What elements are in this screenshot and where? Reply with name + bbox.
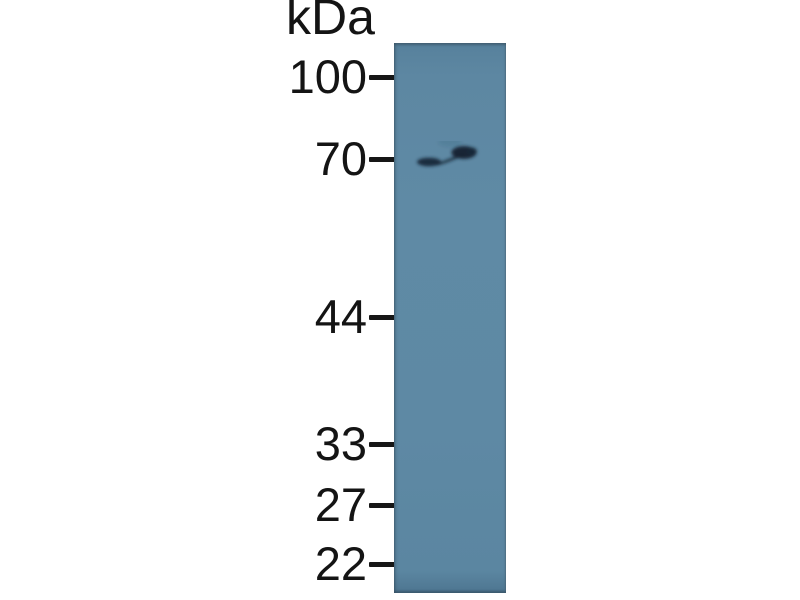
- blot-lane: [394, 43, 506, 593]
- marker-tick-icon: [369, 502, 400, 508]
- marker-row: 27: [280, 481, 400, 529]
- marker-label: 100: [288, 50, 367, 103]
- marker-row: 70: [280, 135, 400, 183]
- marker-label: 70: [314, 132, 367, 185]
- marker-label: 44: [314, 290, 367, 343]
- marker-row: 44: [280, 293, 400, 341]
- marker-tick-icon: [369, 156, 400, 162]
- marker-label: 22: [314, 537, 367, 590]
- unit-label: kDa: [286, 0, 375, 45]
- protein-band: [417, 141, 477, 167]
- marker-tick-icon: [369, 561, 400, 567]
- marker-row: 22: [280, 540, 400, 588]
- marker-tick-icon: [369, 74, 400, 80]
- marker-label: 27: [314, 478, 367, 531]
- marker-tick-icon: [369, 314, 400, 320]
- band-right-tip: [467, 147, 477, 156]
- marker-row: 100: [280, 53, 400, 101]
- marker-row: 33: [280, 420, 400, 468]
- faint-smudge: [438, 141, 462, 147]
- marker-tick-icon: [369, 441, 400, 447]
- marker-label: 33: [314, 417, 367, 470]
